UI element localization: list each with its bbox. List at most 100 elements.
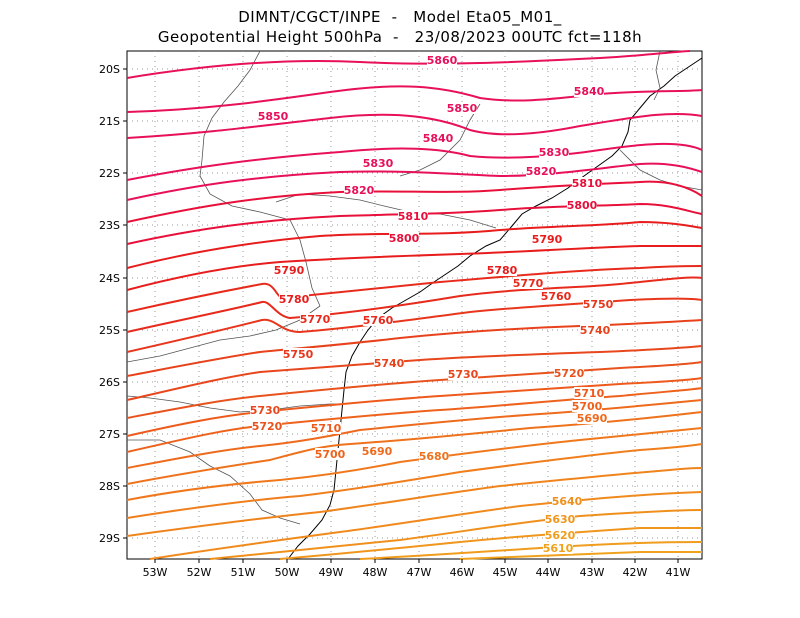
lon-tick-label: 53W: [143, 566, 168, 579]
contour-label: 5830: [539, 146, 570, 159]
contour-label-bg: [279, 293, 309, 305]
contour-line: [209, 509, 703, 560]
contour-label: 5730: [250, 404, 281, 417]
contour-label-bg: [580, 324, 610, 336]
contour-label: 5820: [344, 184, 375, 197]
contour-label: 5790: [274, 264, 305, 277]
contour-label-bg: [545, 513, 575, 525]
contour-line: [279, 527, 702, 560]
contour-label: 5850: [447, 102, 478, 115]
contour-line: [126, 162, 703, 201]
contour-label: 5640: [552, 495, 583, 508]
contour-line: [459, 551, 702, 560]
state-border: [619, 149, 703, 191]
lon-tick-label: 43W: [580, 566, 605, 579]
contour-label-bg: [513, 277, 543, 289]
lat-tick-label: 20S: [99, 63, 120, 76]
contour-label: 5770: [300, 313, 331, 326]
lat-tick-label: 27S: [99, 428, 120, 441]
contour-label-bg: [583, 298, 613, 310]
contour-label-bg: [389, 232, 419, 244]
contour-label: 5830: [363, 157, 394, 170]
contour-label: 5760: [541, 290, 572, 303]
contour-line: [126, 142, 703, 181]
lat-tick-label: 29S: [99, 532, 120, 545]
contour-label: 5810: [572, 177, 603, 190]
contour-label-bg: [315, 448, 345, 460]
contour-labels: 5860 5850 5850 5840 5840 5830 5830 5820 5820 5810…: [250, 54, 614, 555]
lat-tick-label: 21S: [99, 115, 120, 128]
lat-tick-label: 25S: [99, 324, 120, 337]
contour-label: 5630: [545, 513, 576, 526]
contour-label: 5770: [513, 277, 544, 290]
contour-label-bg: [545, 529, 575, 541]
contour-line: [126, 345, 703, 401]
contour-label-bg: [423, 132, 453, 144]
lat-tick-label: 26S: [99, 376, 120, 389]
contour-lines: [126, 50, 703, 560]
contour-line: [149, 491, 703, 560]
contour-label: 5690: [577, 412, 608, 425]
contour-label: 5810: [398, 210, 429, 223]
contour-label-bg: [574, 387, 604, 399]
contour-label-bg: [344, 184, 374, 196]
contour-label-bg: [539, 146, 569, 158]
axis-ticks: 20S 21S 22S 23S 24S 25S 26S 27S 28S 29S 53W 52W 51W 5…: [99, 63, 691, 579]
state-border: [126, 395, 346, 413]
contour-label: 5780: [487, 264, 518, 277]
contour-label: 5760: [363, 314, 394, 327]
lon-tick-label: 44W: [536, 566, 561, 579]
contour-line: [126, 85, 703, 113]
state-border: [126, 305, 321, 363]
map-frame: [126, 50, 703, 560]
contour-line: [126, 411, 703, 485]
contour-line: [126, 443, 703, 519]
contour-line: [126, 265, 703, 313]
contour-line: [126, 377, 703, 437]
contour-line: [126, 427, 703, 501]
contour-label: 5840: [574, 85, 605, 98]
contour-label: 5860: [427, 54, 458, 67]
state-border: [399, 103, 481, 177]
contour-label-bg: [274, 264, 304, 276]
contour-line: [126, 387, 703, 453]
contour-label-bg: [300, 313, 330, 325]
contour-line: [126, 202, 703, 245]
state-border: [199, 175, 321, 307]
state-border: [199, 50, 261, 177]
contour-label: 5620: [545, 529, 576, 542]
contour-label: 5840: [423, 132, 454, 145]
contour-label: 5710: [574, 387, 605, 400]
contour-label: 5750: [283, 348, 314, 361]
contour-label-bg: [572, 400, 602, 412]
lat-tick-label: 23S: [99, 219, 120, 232]
contour-label: 5850: [258, 110, 289, 123]
contour-label-bg: [554, 367, 584, 379]
lon-tick-label: 48W: [363, 566, 388, 579]
contour-label-bg: [311, 422, 341, 434]
lon-tick-label: 50W: [275, 566, 300, 579]
contour-label-bg: [577, 412, 607, 424]
contour-label: 5790: [532, 233, 563, 246]
contour-label: 5720: [252, 420, 283, 433]
contour-line: [126, 245, 702, 291]
contour-label-bg: [362, 445, 392, 457]
contour-label-bg: [374, 357, 404, 369]
contour-label-bg: [447, 102, 477, 114]
contour-label-bg: [258, 110, 288, 122]
lon-tick-label: 51W: [231, 566, 256, 579]
contour-label: 5800: [567, 199, 598, 212]
contour-label-bg: [532, 233, 562, 245]
contour-label-bg: [541, 290, 571, 302]
lon-tick-label: 41W: [666, 566, 691, 579]
contour-label-bg: [283, 348, 313, 360]
contour-label-bg: [526, 165, 556, 177]
contour-line: [126, 361, 703, 419]
lat-tick-label: 24S: [99, 272, 120, 285]
contour-label-bg: [487, 264, 517, 276]
contour-label: 5700: [315, 448, 346, 461]
state-border: [275, 193, 497, 229]
graticule: [127, 51, 702, 559]
contour-label: 5710: [311, 422, 342, 435]
